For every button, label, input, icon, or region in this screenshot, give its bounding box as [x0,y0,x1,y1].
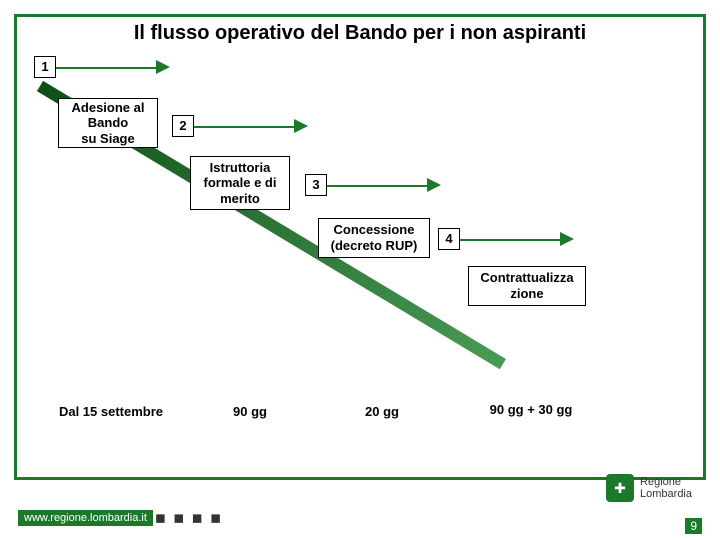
page-number: 9 [685,518,702,534]
footer: www.regione.lombardia.it ◼ ◼ ◼ ◼ Regione… [0,492,720,540]
step-number-4: 4 [438,228,460,250]
step-number-3: 3 [305,174,327,196]
arrow-head-4 [560,232,574,246]
step-box-1: Adesione alBandosu Siage [58,98,158,148]
arrow-stem-3 [327,185,427,187]
slide-title: Il flusso operativo del Bando per i non … [0,22,720,45]
logo-icon [606,474,634,502]
step-box-3: Concessione(decreto RUP) [318,218,430,258]
arrow-head-3 [427,178,441,192]
step-box-4: Contrattualizzazione [468,266,586,306]
logo-line1: Regione [640,476,692,488]
logo-text: Regione Lombardia [640,476,692,500]
footer-logo: Regione Lombardia [606,474,692,502]
arrow-head-2 [294,119,308,133]
time-label-3: 20 gg [352,404,412,419]
step-number-1: 1 [34,56,56,78]
footer-social-icons: ◼ ◼ ◼ ◼ [155,510,223,526]
arrow-head-1 [156,60,170,74]
time-label-2: 90 gg [220,404,280,419]
logo-line2: Lombardia [640,488,692,500]
footer-url: www.regione.lombardia.it [18,510,153,526]
time-label-1: Dal 15 settembre [46,404,176,419]
arrow-stem-4 [460,239,560,241]
step-number-2: 2 [172,115,194,137]
arrow-stem-2 [194,126,294,128]
step-box-2: Istruttoriaformale e dimerito [190,156,290,210]
arrow-stem-1 [56,67,156,69]
time-label-4: 90 gg + 30 gg [466,402,596,417]
